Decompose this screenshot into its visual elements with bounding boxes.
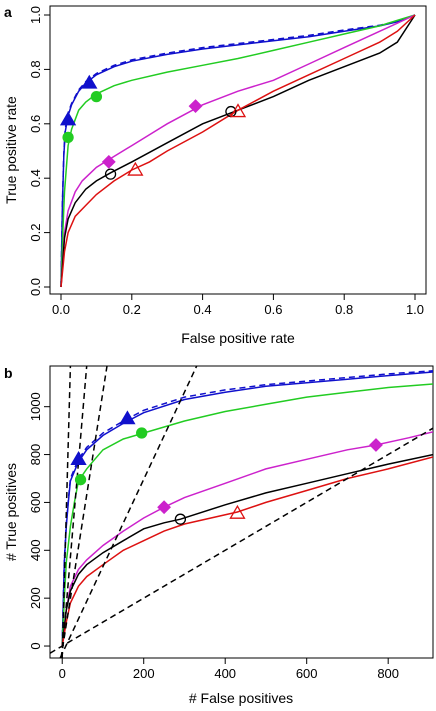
y-tick-label: 0 bbox=[28, 642, 43, 649]
panel-a-y-axis-label: True positive rate bbox=[3, 96, 19, 204]
series-line bbox=[61, 453, 433, 647]
series-line bbox=[61, 383, 433, 647]
circle-marker bbox=[104, 168, 117, 180]
circle-marker bbox=[90, 90, 103, 103]
panel-b-y-axis-label: # True positives bbox=[3, 463, 19, 561]
y-tick-label: 600 bbox=[28, 492, 43, 514]
panel-a: a 0.0 0.2 0.4 0.6 0.8 1.0 0.00.20.40.60.81.0 … bbox=[3, 4, 427, 346]
panel-b-x-axis-label: # False positives bbox=[189, 690, 293, 706]
triangle-marker bbox=[70, 451, 87, 465]
series-line bbox=[61, 456, 433, 647]
series-line bbox=[59, 366, 198, 658]
y-tick-label: 0.6 bbox=[28, 115, 43, 133]
series-line bbox=[50, 427, 433, 654]
x-tick-label: 0.4 bbox=[194, 302, 212, 317]
panel-b-markers bbox=[70, 410, 383, 525]
x-tick-label: 600 bbox=[296, 666, 318, 681]
x-tick-label: 0.8 bbox=[335, 302, 353, 317]
series-line bbox=[60, 14, 416, 288]
series-line bbox=[60, 14, 416, 288]
panel-b-x-axis: 0 200 400 600 800 bbox=[59, 658, 399, 681]
panel-b-y-axis: 0 200 400 600 800 1000 bbox=[28, 392, 50, 650]
y-tick-label: 800 bbox=[28, 444, 43, 466]
y-tick-label: 0.8 bbox=[28, 60, 43, 78]
x-tick-label: 200 bbox=[133, 666, 155, 681]
x-tick-label: 1.0 bbox=[406, 302, 424, 317]
y-tick-label: 1000 bbox=[28, 392, 43, 421]
triangle-marker bbox=[81, 74, 98, 89]
circle-marker bbox=[74, 474, 87, 486]
series-line bbox=[61, 366, 88, 658]
series-line bbox=[61, 371, 433, 647]
panel-b-series bbox=[50, 366, 433, 658]
y-tick-label: 1.0 bbox=[28, 6, 43, 24]
panel-a-x-axis: 0.0 0.2 0.4 0.6 0.8 1.0 bbox=[52, 294, 424, 317]
diamond-marker bbox=[157, 500, 172, 515]
panel-a-markers bbox=[59, 74, 247, 180]
circle-marker bbox=[136, 427, 148, 439]
triangle-marker bbox=[229, 504, 246, 519]
panel-b-label: b bbox=[4, 365, 13, 381]
panel-a-series bbox=[60, 14, 416, 288]
diamond-marker bbox=[369, 438, 383, 452]
series-line bbox=[60, 14, 416, 288]
x-tick-label: 0.0 bbox=[52, 302, 70, 317]
circle-marker bbox=[62, 131, 74, 144]
x-tick-label: 400 bbox=[214, 666, 236, 681]
y-tick-label: 400 bbox=[28, 539, 43, 561]
triangle-marker bbox=[127, 161, 144, 176]
y-tick-label: 0.4 bbox=[28, 169, 43, 187]
x-tick-label: 0.2 bbox=[123, 302, 141, 317]
triangle-marker bbox=[59, 111, 77, 126]
diamond-marker bbox=[188, 99, 203, 114]
series-line bbox=[60, 14, 416, 288]
panel-b-plot-frame bbox=[49, 365, 434, 659]
diamond-marker bbox=[101, 154, 116, 169]
panel-a-plot-frame bbox=[49, 5, 427, 295]
x-tick-label: 800 bbox=[377, 666, 399, 681]
y-tick-label: 200 bbox=[28, 587, 43, 609]
x-tick-label: 0 bbox=[59, 666, 66, 681]
y-tick-label: 0.2 bbox=[28, 224, 43, 242]
y-tick-label: 0.0 bbox=[28, 278, 43, 296]
series-line bbox=[60, 14, 416, 288]
series-line bbox=[60, 14, 416, 288]
triangle-marker bbox=[119, 410, 136, 425]
x-tick-label: 0.6 bbox=[264, 302, 282, 317]
series-line bbox=[61, 431, 433, 647]
series-line bbox=[61, 366, 72, 658]
panel-b: b 0 200 400 600 800 0 200 400 600 800 1000 # Fals… bbox=[3, 365, 434, 706]
panel-a-x-axis-label: False positive rate bbox=[181, 330, 295, 346]
series-line bbox=[61, 370, 433, 647]
panel-a-y-axis: 0.0 0.2 0.4 0.6 0.8 1.0 bbox=[28, 6, 50, 296]
panel-a-label: a bbox=[4, 4, 12, 20]
triangle-marker bbox=[229, 103, 247, 118]
circle-marker bbox=[174, 513, 187, 525]
